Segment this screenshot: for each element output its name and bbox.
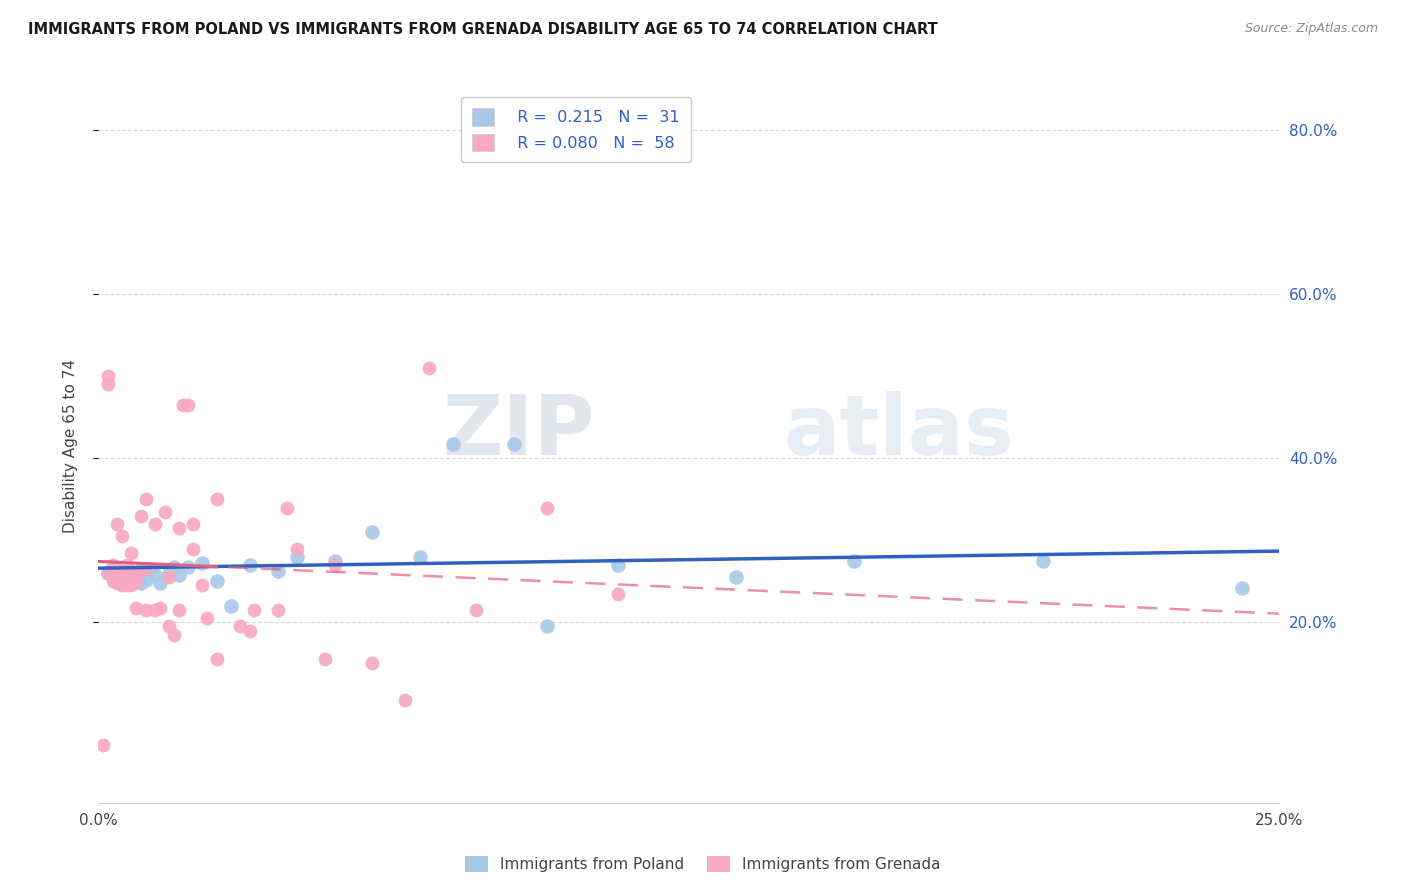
Point [267,565,290,579]
Point [101,558,124,572]
Point [181,516,204,531]
Point [219,599,242,613]
Point [167,521,190,535]
Point [157,566,180,581]
Point [115,558,138,572]
Point [243,603,266,617]
Point [205,652,228,666]
Text: IMMIGRANTS FROM POLAND VS IMMIGRANTS FROM GRENADA DISABILITY AGE 65 TO 74 CORREL: IMMIGRANTS FROM POLAND VS IMMIGRANTS FRO… [28,22,938,37]
Point [115,578,138,592]
Point [115,565,138,579]
Text: atlas: atlas [783,392,1014,472]
Point [97,369,120,384]
Point [285,549,308,564]
Point [172,398,194,412]
Point [167,603,190,617]
Point [725,570,748,584]
Point [135,492,157,507]
Point [536,619,558,633]
Text: ZIP: ZIP [441,392,595,472]
Point [135,603,157,617]
Point [125,574,148,589]
Point [111,529,134,543]
Point [607,558,630,572]
Point [125,570,148,584]
Point [91,739,114,753]
Point [239,624,262,638]
Point [121,546,143,560]
Legend: Immigrants from Poland, Immigrants from Grenada: Immigrants from Poland, Immigrants from … [457,848,949,880]
Point [149,576,172,591]
Point [163,559,186,574]
Point [503,436,526,450]
Point [111,565,134,579]
Point [441,436,464,450]
Point [323,558,346,572]
Point [129,562,152,576]
Point [229,619,252,633]
Point [361,657,384,671]
Legend:   R =  0.215   N =  31,   R = 0.080   N =  58: R = 0.215 N = 31, R = 0.080 N = 58 [461,97,690,162]
Point [143,603,166,617]
Y-axis label: Disability Age 65 to 74: Disability Age 65 to 74 [63,359,77,533]
Point [191,556,214,570]
Point [97,566,120,581]
Point [536,500,558,515]
Point [418,361,440,376]
Point [135,562,157,576]
Point [844,554,866,568]
Point [139,562,162,576]
Point [111,566,134,581]
Point [323,554,346,568]
Point [97,377,120,392]
Point [125,600,148,615]
Point [105,567,128,582]
Point [394,693,416,707]
Point [115,573,138,587]
Point [276,500,298,515]
Point [1230,581,1253,595]
Point [163,627,186,641]
Point [105,576,128,591]
Point [177,559,200,574]
Point [607,587,630,601]
Point [239,558,262,572]
Point [167,567,190,582]
Point [121,578,143,592]
Point [121,570,143,584]
Text: Source: ZipAtlas.com: Source: ZipAtlas.com [1244,22,1378,36]
Point [314,652,336,666]
Point [101,570,124,584]
Point [195,611,218,625]
Point [97,566,120,581]
Point [111,578,134,592]
Point [1032,554,1054,568]
Point [101,574,124,589]
Point [149,600,172,615]
Point [465,603,488,617]
Point [361,525,384,540]
Point [105,516,128,531]
Point [181,541,204,556]
Point [129,576,152,591]
Point [285,541,308,556]
Point [125,566,148,581]
Point [143,567,166,582]
Point [191,578,214,592]
Point [267,603,290,617]
Point [105,574,128,589]
Point [157,619,180,633]
Point [408,549,430,564]
Point [205,574,228,589]
Point [129,508,152,523]
Point [135,573,157,587]
Point [143,516,166,531]
Point [177,398,200,412]
Point [153,505,176,519]
Point [205,492,228,507]
Point [157,570,180,584]
